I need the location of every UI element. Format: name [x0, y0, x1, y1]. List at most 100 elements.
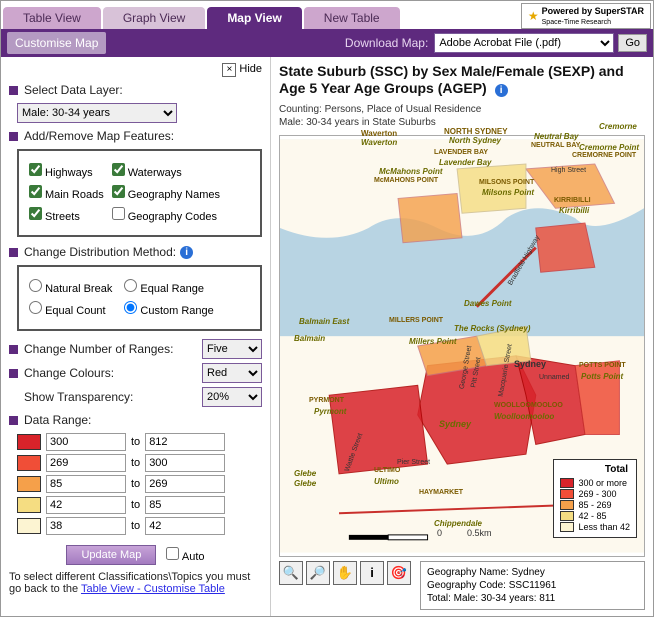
legend-swatch	[560, 489, 574, 499]
natural-break-radio[interactable]	[29, 279, 42, 292]
range-from-input[interactable]	[46, 454, 126, 472]
custom-range-radio[interactable]	[124, 301, 137, 314]
legend-swatch	[560, 511, 574, 521]
range-swatch	[17, 455, 41, 471]
data-layer-select[interactable]: Male: 30-34 years	[17, 103, 177, 123]
colours-select[interactable]: Red	[202, 363, 262, 383]
geonames-label: Geography Names	[128, 189, 220, 201]
range-swatch	[17, 497, 41, 513]
footnote: To select different Classifications\Topi…	[9, 571, 262, 595]
waterways-checkbox[interactable]	[112, 163, 125, 176]
update-map-button[interactable]: Update Map	[66, 545, 156, 565]
range-row: to	[17, 475, 262, 493]
tab-graph-view[interactable]: Graph View	[103, 7, 205, 29]
zoom-in-button[interactable]: 🔍	[279, 561, 303, 585]
geonames-checkbox[interactable]	[112, 185, 125, 198]
range-swatch	[17, 476, 41, 492]
range-to-input[interactable]	[145, 433, 225, 451]
zoom-out-button[interactable]: 🔎	[306, 561, 330, 585]
close-icon[interactable]: ×	[222, 63, 236, 77]
main-split: × Hide Select Data Layer: Male: 30-34 ye…	[1, 57, 653, 616]
powered-by-sub: Space-Time Research	[542, 19, 611, 26]
highways-label: Highways	[45, 167, 93, 179]
info-tool-button[interactable]: i	[360, 561, 384, 585]
legend-swatch	[560, 500, 574, 510]
mainroads-checkbox[interactable]	[29, 185, 42, 198]
legend-swatch	[560, 522, 574, 532]
geocodes-label: Geography Codes	[128, 211, 217, 223]
streets-checkbox[interactable]	[29, 207, 42, 220]
range-row: to	[17, 433, 262, 451]
customise-map-button[interactable]: Customise Map	[7, 32, 106, 54]
tab-new-table[interactable]: New Table	[304, 7, 400, 29]
legend-label: Less than 42	[578, 522, 630, 532]
info-icon[interactable]: i	[180, 246, 193, 259]
region-mcmahons	[398, 193, 462, 242]
hide-link[interactable]: Hide	[239, 63, 262, 75]
range-to-input[interactable]	[145, 454, 225, 472]
legend-row: 85 - 269	[560, 500, 630, 510]
highways-checkbox[interactable]	[29, 163, 42, 176]
range-to-input[interactable]	[145, 475, 225, 493]
hide-row: × Hide	[9, 63, 262, 77]
legend-label: 269 - 300	[578, 489, 616, 499]
star-icon: ★	[528, 9, 539, 23]
scale-label: 0 0.5km	[437, 528, 492, 538]
equal-range-radio[interactable]	[124, 279, 137, 292]
range-from-input[interactable]	[46, 517, 126, 535]
equal-count-radio[interactable]	[29, 301, 42, 314]
legend-row: 300 or more	[560, 478, 630, 488]
range-swatch	[17, 434, 41, 450]
go-button[interactable]: Go	[618, 34, 647, 52]
geography-info-box: Geography Name: Sydney Geography Code: S…	[420, 561, 645, 610]
pan-button[interactable]: ✋	[333, 561, 357, 585]
transparency-select[interactable]: 20%	[202, 387, 262, 407]
left-panel: × Hide Select Data Layer: Male: 30-34 ye…	[1, 57, 271, 616]
to-label: to	[131, 520, 140, 532]
legend-title: Total	[560, 464, 630, 475]
transparency-label: Show Transparency:	[24, 390, 133, 404]
range-from-input[interactable]	[46, 433, 126, 451]
powered-by-label: Powered by SuperSTAR	[542, 6, 644, 16]
natural-break-label: Natural Break	[45, 283, 112, 295]
legend-label: 42 - 85	[578, 511, 606, 521]
right-panel: State Suburb (SSC) by Sex Male/Female (S…	[271, 57, 653, 616]
title-info-icon[interactable]: i	[495, 84, 508, 97]
geocodes-checkbox[interactable]	[112, 207, 125, 220]
legend-label: 85 - 269	[578, 500, 611, 510]
range-from-input[interactable]	[46, 475, 126, 493]
range-row: to	[17, 454, 262, 472]
map-legend: Total 300 or more269 - 30085 - 26942 - 8…	[553, 459, 637, 538]
range-row: to	[17, 496, 262, 514]
download-map-label: Download Map:	[345, 36, 428, 50]
range-to-input[interactable]	[145, 496, 225, 514]
map-toolbar: 🔍 🔎 ✋ i 🎯 Geography Name: Sydney Geograp…	[279, 561, 645, 610]
range-swatch	[17, 518, 41, 534]
download-format-select[interactable]: Adobe Acrobat File (.pdf)	[434, 33, 614, 53]
tab-map-view[interactable]: Map View	[207, 7, 301, 29]
waterways-label: Waterways	[128, 167, 182, 179]
identify-button[interactable]: 🎯	[387, 561, 411, 585]
powered-by-badge: ★ Powered by SuperSTAR Space-Time Resear…	[521, 3, 651, 29]
to-label: to	[131, 457, 140, 469]
footnote-link[interactable]: Table View - Customise Table	[81, 583, 225, 595]
legend-row: Less than 42	[560, 522, 630, 532]
equal-range-label: Equal Range	[140, 283, 204, 295]
range-from-input[interactable]	[46, 496, 126, 514]
tab-table-view[interactable]: Table View	[3, 7, 101, 29]
change-colours-label: Change Colours:	[9, 366, 114, 380]
legend-row: 42 - 85	[560, 511, 630, 521]
auto-label: Auto	[182, 551, 205, 563]
mainroads-label: Main Roads	[45, 189, 104, 201]
custom-range-label: Custom Range	[140, 305, 213, 317]
toolbar: Customise Map Download Map: Adobe Acroba…	[1, 29, 653, 57]
subtitle: Counting: Persons, Place of Usual Reside…	[279, 103, 645, 129]
app-window: Table View Graph View Map View New Table…	[0, 0, 654, 617]
range-to-input[interactable]	[145, 517, 225, 535]
num-ranges-select[interactable]: Five	[202, 339, 262, 359]
legend-row: 269 - 300	[560, 489, 630, 499]
data-range-label: Data Range:	[9, 413, 262, 427]
auto-checkbox[interactable]	[166, 547, 179, 560]
region-pyrmont	[329, 385, 427, 474]
region-kirribilli	[536, 223, 595, 272]
